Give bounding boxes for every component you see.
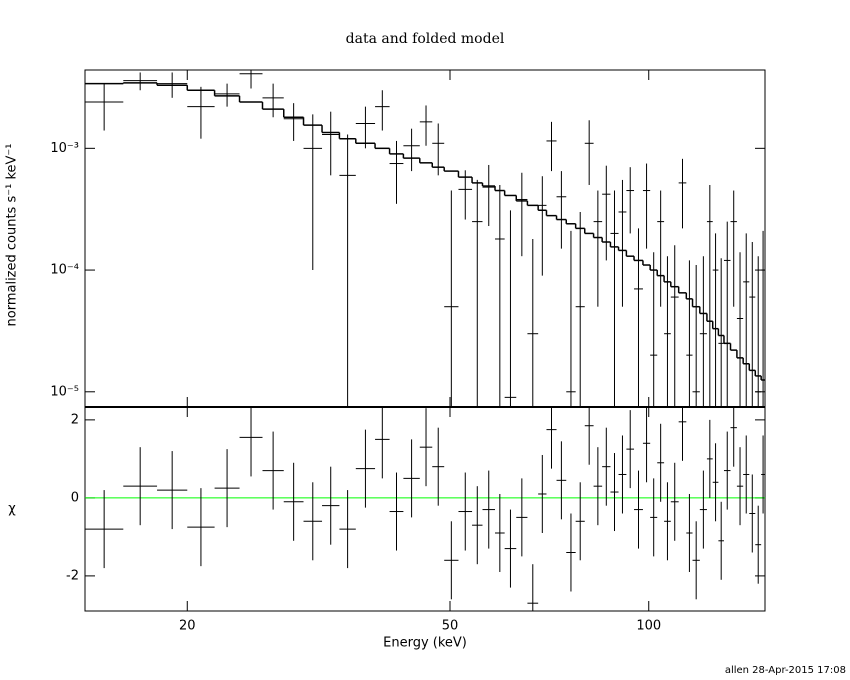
y-tick-label: 10⁻³ (50, 141, 79, 156)
y-tick-label: 2 (71, 412, 79, 427)
x-tick-label: 20 (179, 619, 196, 634)
x-axis-label: Energy (keV) (383, 636, 467, 651)
plot-area (85, 407, 765, 611)
y-axis-label: normalized counts s⁻¹ keV⁻¹ (5, 144, 20, 327)
y-tick-label: -2 (66, 568, 79, 583)
y-tick-label: 0 (71, 490, 79, 505)
y-tick-label: 10⁻⁵ (50, 384, 79, 399)
plot-area (85, 70, 765, 407)
x-tick-label: 100 (636, 619, 661, 634)
y-tick-label: 10⁻⁴ (50, 263, 79, 278)
x-tick-label: 50 (442, 619, 459, 634)
footer: allen 28-Apr-2015 17:08 (725, 665, 846, 676)
plot-frame (84, 69, 766, 612)
y-axis-label: χ (8, 502, 16, 517)
chart-title: data and folded model (346, 31, 505, 47)
